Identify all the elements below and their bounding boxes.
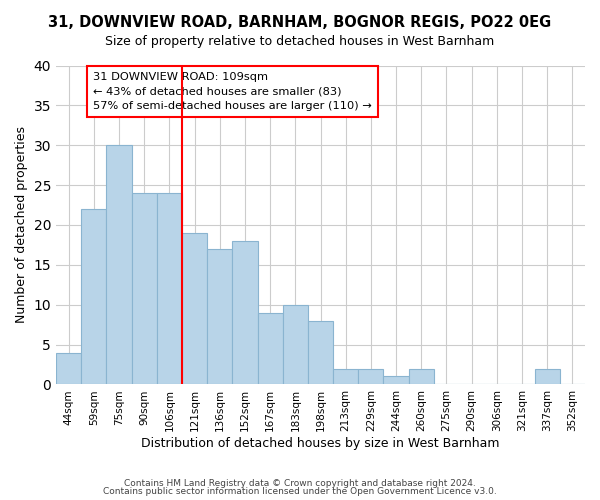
Bar [308,320,333,384]
Bar [131,193,157,384]
Text: Contains HM Land Registry data © Crown copyright and database right 2024.: Contains HM Land Registry data © Crown c… [124,478,476,488]
Bar [383,376,409,384]
Bar [106,145,131,384]
Text: 31 DOWNVIEW ROAD: 109sqm
← 43% of detached houses are smaller (83)
57% of semi-d: 31 DOWNVIEW ROAD: 109sqm ← 43% of detach… [93,72,372,112]
Bar [409,368,434,384]
X-axis label: Distribution of detached houses by size in West Barnham: Distribution of detached houses by size … [141,437,500,450]
Bar [232,241,257,384]
Bar [56,352,81,384]
Bar [182,233,207,384]
Y-axis label: Number of detached properties: Number of detached properties [15,126,28,324]
Bar [257,312,283,384]
Text: 31, DOWNVIEW ROAD, BARNHAM, BOGNOR REGIS, PO22 0EG: 31, DOWNVIEW ROAD, BARNHAM, BOGNOR REGIS… [49,15,551,30]
Bar [157,193,182,384]
Bar [283,304,308,384]
Text: Size of property relative to detached houses in West Barnham: Size of property relative to detached ho… [106,35,494,48]
Bar [81,209,106,384]
Text: Contains public sector information licensed under the Open Government Licence v3: Contains public sector information licen… [103,487,497,496]
Bar [358,368,383,384]
Bar [535,368,560,384]
Bar [333,368,358,384]
Bar [207,249,232,384]
